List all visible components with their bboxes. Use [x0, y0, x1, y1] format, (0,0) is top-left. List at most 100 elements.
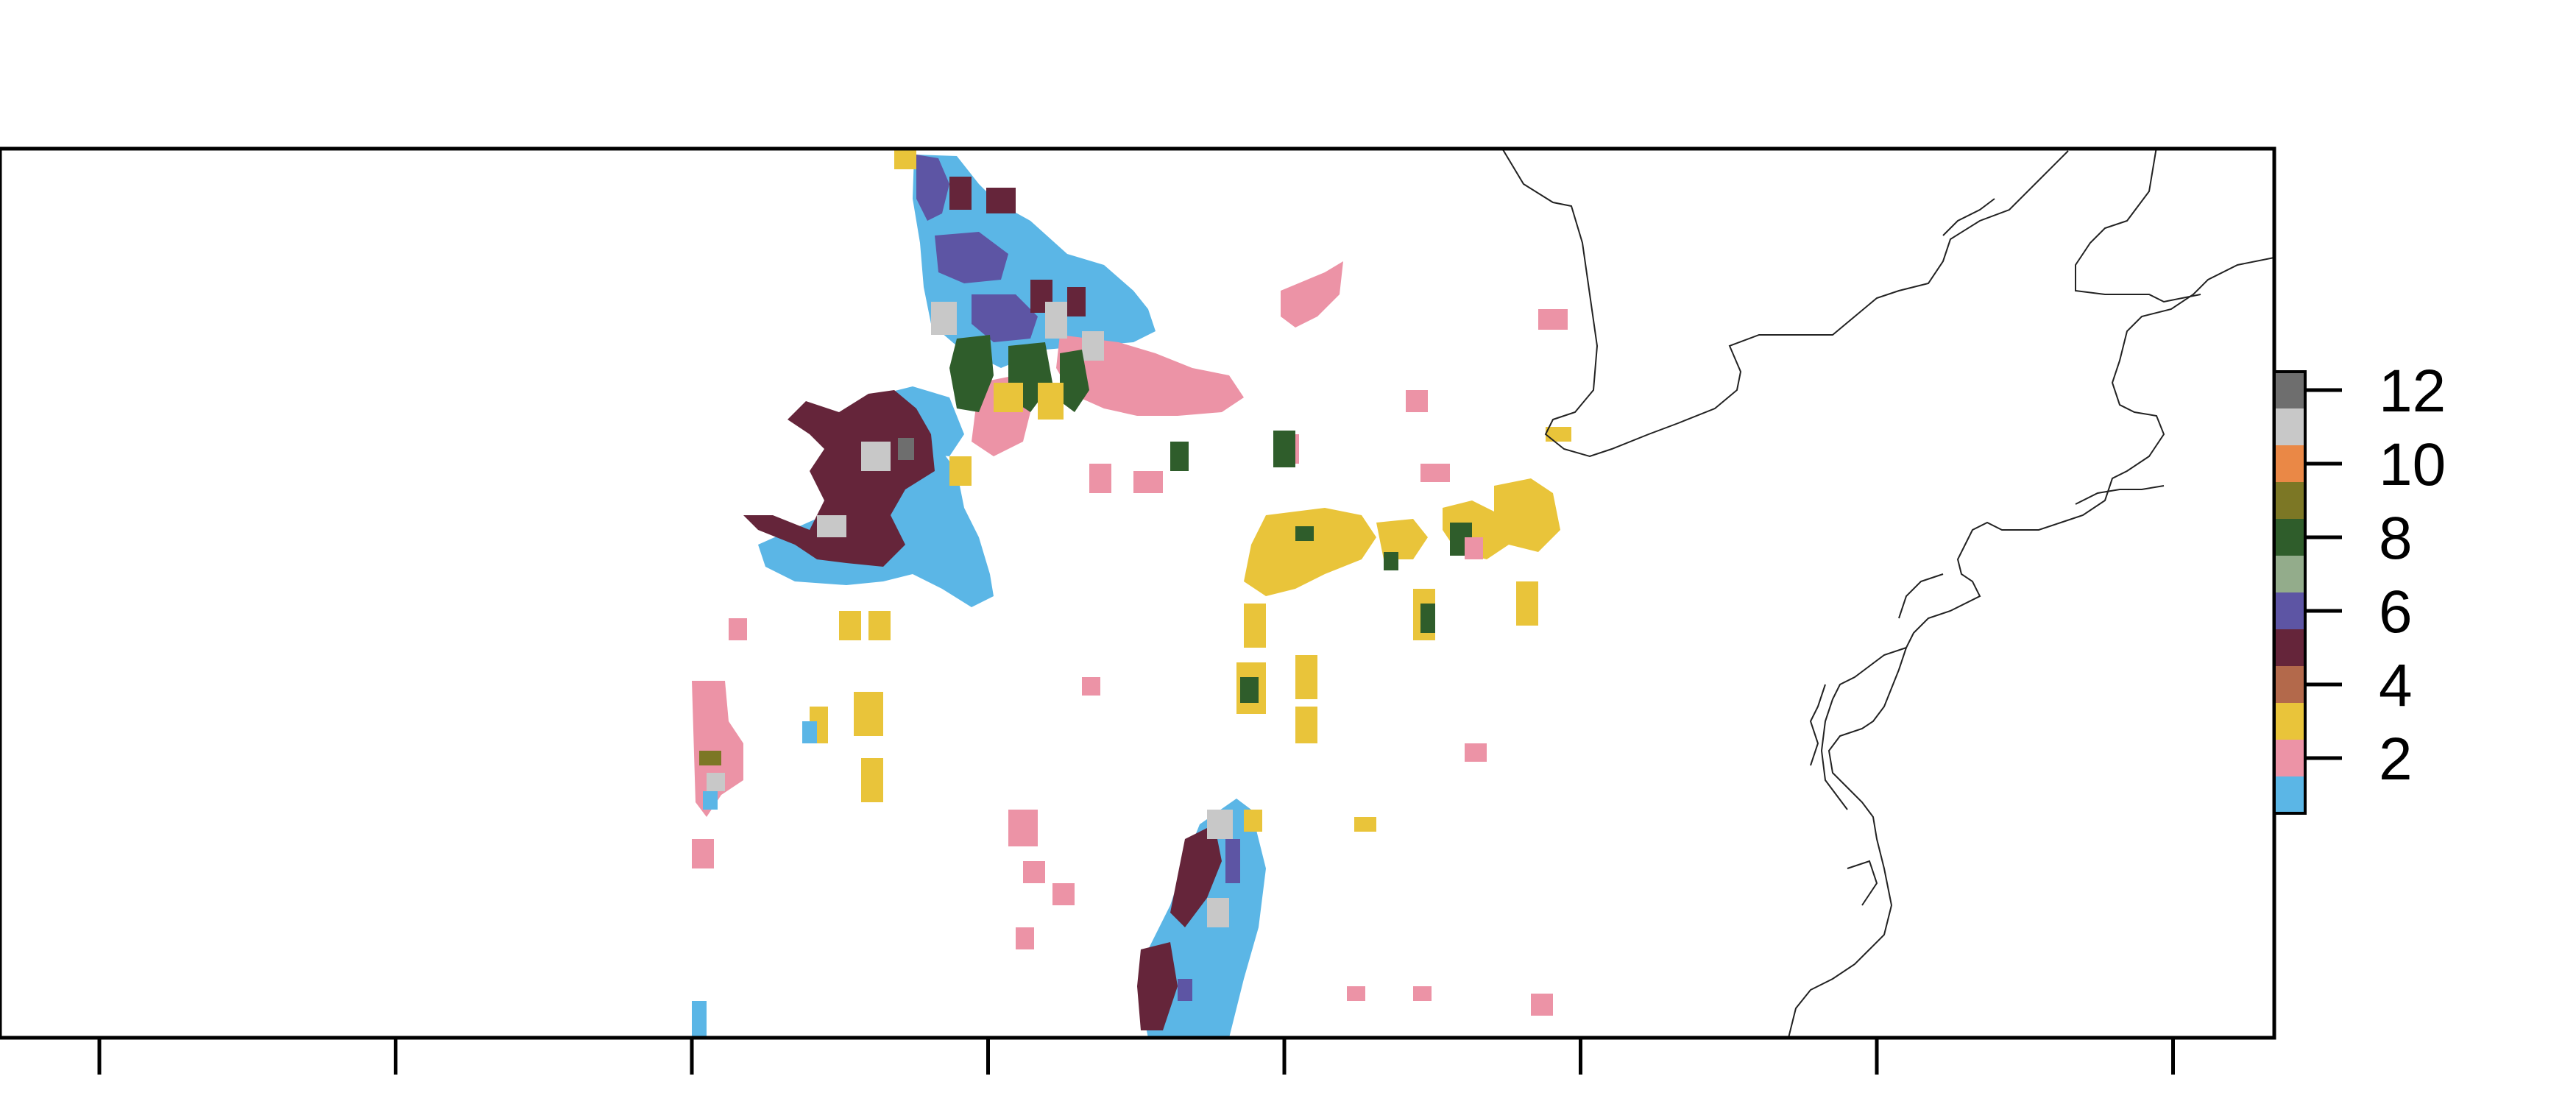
atlantic-coastline	[1788, 257, 2274, 1038]
raster-patch	[931, 302, 957, 335]
raster-patch	[703, 791, 718, 810]
raster-patch	[743, 390, 935, 567]
legend-tick-label: 4	[2379, 652, 2413, 719]
raster-patch	[692, 839, 714, 868]
raster-patch	[1052, 883, 1075, 905]
legend-tick-label: 6	[2379, 578, 2413, 645]
raster-patch	[1082, 677, 1100, 696]
raster-patch	[1546, 427, 1571, 442]
legend-swatch	[2274, 556, 2305, 592]
raster-patch	[839, 611, 861, 640]
raster-patch	[898, 438, 914, 460]
lake-erie-shoreline	[1942, 198, 1995, 236]
raster-patch	[1225, 839, 1240, 883]
legend-tick-label: 8	[2379, 505, 2413, 572]
raster-patch	[1347, 986, 1365, 1001]
raster-patch	[1244, 604, 1266, 648]
raster-patch	[1376, 519, 1428, 559]
raster-patch	[1089, 464, 1111, 493]
raster-patch	[1465, 537, 1483, 559]
raster-patch	[949, 456, 972, 486]
legend-swatch	[2274, 592, 2305, 629]
raster-patch	[1244, 810, 1262, 832]
raster-patch	[986, 188, 1016, 213]
raster-patch	[949, 335, 994, 412]
raster-patch	[1295, 655, 1317, 699]
raster-patch	[1420, 464, 1450, 482]
raster-patch	[972, 294, 1038, 342]
legend-swatch	[2274, 776, 2305, 813]
raster-patch	[817, 515, 846, 537]
delaware-bay-outline	[1898, 573, 1944, 619]
eastern-inlet-1	[1809, 684, 1826, 766]
raster-patch	[1281, 261, 1343, 328]
raster-patch	[699, 751, 721, 765]
raster-patch	[1178, 979, 1192, 1001]
raster-patch	[1531, 994, 1553, 1016]
raster-patch	[1082, 331, 1104, 361]
raster-patch	[802, 721, 817, 743]
legend-swatch	[2274, 666, 2305, 703]
raster-patch	[1244, 508, 1376, 596]
legend-swatch	[2274, 445, 2305, 482]
legend-tick-label: 12	[2379, 358, 2446, 425]
raster-patch	[729, 618, 747, 640]
raster-layer	[692, 149, 1571, 1038]
raster-patch	[1420, 604, 1435, 633]
raster-patch	[916, 155, 949, 221]
legend-swatch	[2274, 372, 2305, 408]
legend-tick-label: 2	[2379, 726, 2413, 793]
raster-patch	[868, 611, 891, 640]
raster-patch	[1133, 471, 1163, 493]
x-axis-ticks	[97, 1038, 2175, 1075]
lake-michigan-shoreline	[1501, 149, 2069, 458]
raster-patch	[1023, 861, 1045, 883]
raster-patch	[1137, 942, 1178, 1030]
raster-patch	[861, 758, 883, 802]
upper-shoreline	[2075, 149, 2201, 303]
legend-swatch	[2274, 740, 2305, 776]
raster-patch	[1170, 442, 1189, 471]
raster-patch	[1045, 302, 1067, 339]
legend-swatch	[2274, 703, 2305, 740]
raster-patch	[692, 1001, 707, 1038]
raster-patch	[1008, 810, 1038, 846]
raster-patch	[1465, 743, 1487, 762]
legend-swatch	[2274, 629, 2305, 666]
legend-swatches	[2274, 372, 2305, 813]
raster-patch	[1060, 350, 1089, 412]
raster-patch	[994, 383, 1023, 412]
raster-patch	[1295, 526, 1314, 541]
raster-patch	[854, 692, 883, 736]
raster-patch	[1170, 824, 1222, 927]
raster-patch	[1038, 383, 1064, 420]
legend-swatch	[2274, 519, 2305, 556]
map-panel	[692, 149, 2274, 1038]
raster-patch	[1538, 309, 1568, 330]
raster-patch	[692, 681, 743, 817]
raster-patch	[1016, 927, 1034, 949]
raster-patch	[1295, 707, 1317, 743]
legend-swatch	[2274, 482, 2305, 519]
eastern-inlet-2	[1847, 860, 1878, 906]
raster-patch	[1207, 898, 1229, 927]
legend-tick-label: 10	[2379, 431, 2446, 498]
raster-patch	[1494, 478, 1560, 552]
raster-patch	[1413, 986, 1432, 1001]
long-island-outline	[2075, 485, 2165, 505]
raster-patch	[1516, 581, 1538, 626]
raster-patch	[707, 773, 725, 791]
coastline	[1501, 149, 2274, 1038]
raster-patch	[1354, 817, 1376, 832]
plot-frame	[0, 146, 2276, 1040]
raster-patch	[1067, 287, 1086, 316]
raster-patch	[894, 149, 916, 169]
chesapeake-bay-outline	[1820, 647, 1907, 810]
raster-patch	[1207, 810, 1233, 839]
raster-patch	[935, 232, 1008, 283]
legend-frame	[2273, 370, 2307, 815]
raster-patch	[1273, 431, 1295, 467]
